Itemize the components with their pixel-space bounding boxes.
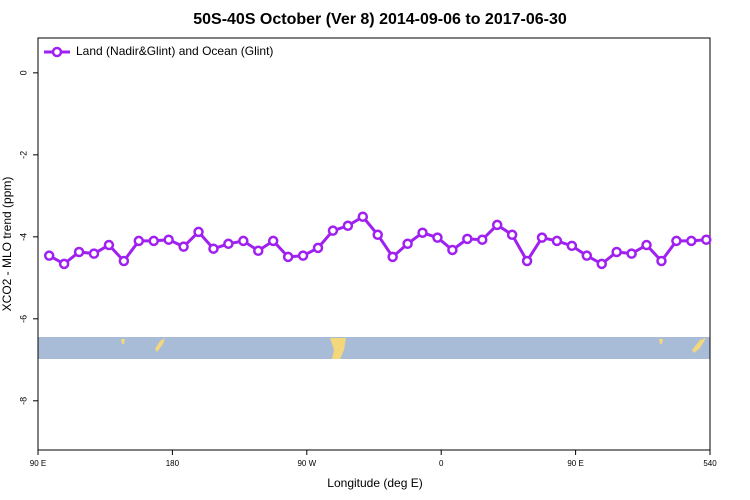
- point: [342, 220, 354, 232]
- point: [193, 226, 204, 238]
- legend-label: Land (Nadir&Glint) and Ocean (Glint): [76, 44, 273, 58]
- point: [447, 244, 458, 256]
- point: [163, 234, 174, 245]
- point: [253, 245, 264, 257]
- point: [462, 233, 473, 245]
- x-axis-label: Longitude (deg E): [327, 476, 422, 490]
- point: [701, 234, 712, 245]
- point: [312, 242, 324, 254]
- point: [596, 258, 607, 270]
- x-tick-label: 90 E: [567, 459, 583, 468]
- point: [58, 258, 70, 270]
- point: [357, 211, 369, 222]
- x-tick-label: 540: [703, 459, 717, 468]
- point: [521, 255, 533, 267]
- y-tick-label: -6: [18, 315, 28, 323]
- point: [656, 255, 667, 267]
- point: [432, 232, 443, 243]
- point: [43, 250, 55, 261]
- plot-frame: [37, 37, 711, 451]
- point: [118, 255, 130, 267]
- point: [402, 238, 413, 250]
- point: [536, 232, 548, 243]
- point: [238, 235, 249, 247]
- point: [671, 235, 682, 247]
- point: [686, 235, 697, 247]
- point: [477, 234, 488, 245]
- x-tick-label: 0: [439, 459, 444, 468]
- y-tick-label: -8: [18, 397, 28, 405]
- point: [208, 243, 219, 254]
- point: [566, 240, 578, 252]
- point: [626, 248, 637, 259]
- point: [327, 225, 339, 236]
- point: [178, 241, 189, 252]
- point: [148, 235, 159, 247]
- y-tick-label: -4: [18, 233, 28, 241]
- x-tick-label: 180: [166, 459, 180, 468]
- point: [73, 246, 85, 258]
- point: [641, 239, 652, 251]
- point: [551, 235, 563, 247]
- point: [88, 248, 100, 259]
- y-tick-label: -2: [18, 151, 28, 159]
- point: [372, 229, 383, 241]
- y-axis-label: XCO2 - MLO trend (ppm): [0, 177, 14, 312]
- point: [267, 235, 279, 247]
- point: [611, 246, 622, 258]
- x-tick-label: 90 W: [297, 459, 316, 468]
- point: [103, 239, 115, 251]
- point: [223, 238, 234, 250]
- series-line: [48, 214, 707, 266]
- point: [506, 229, 518, 241]
- point: [297, 250, 309, 261]
- point: [491, 219, 503, 231]
- map-strip: [38, 337, 710, 359]
- x-tick-label: 90 E: [30, 459, 46, 468]
- point: [581, 250, 593, 261]
- point: [417, 227, 428, 238]
- point: [133, 235, 145, 247]
- y-tick-label: 0: [18, 70, 28, 75]
- chart-title: 50S-40S October (Ver 8) 2014-09-06 to 20…: [193, 11, 567, 28]
- legend-marker: [51, 46, 63, 58]
- point: [282, 251, 294, 263]
- point: [387, 251, 398, 263]
